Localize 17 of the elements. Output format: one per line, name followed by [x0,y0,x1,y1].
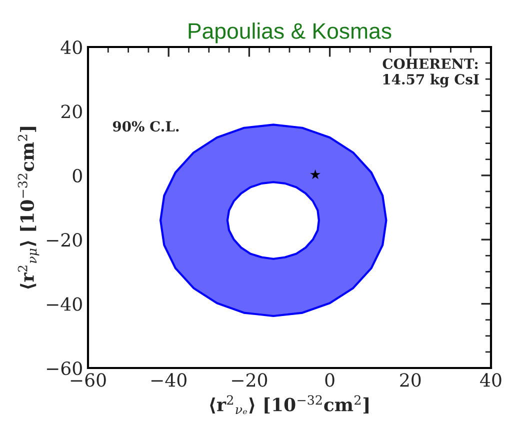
x-tick-label: −60 [70,373,106,387]
x-tick-label: 0 [325,373,334,387]
y-axis-title: ⟨r$^{2}$$_{νμ}$⟩ [10$^{−32}$cm$^{2}$] [18,126,40,289]
y-tick-label: 40 [60,40,82,54]
x-tick-label: 40 [480,373,502,387]
x-axis-title: ⟨r$^{2}$$_{νₑ}$⟩ [10$^{−32}$cm$^{2}$] [210,395,368,414]
chart-title: Papoulias & Kosmas [188,22,392,44]
y-tick-label: 20 [61,104,82,118]
y-tick-label: −60 [46,361,82,376]
annotation: 90% C.L. [112,121,179,132]
y-tick-label: 0 [72,168,82,183]
x-tick-label: −20 [232,373,268,387]
y-tick-label: −40 [46,297,82,311]
x-tick-label: 20 [400,373,421,387]
x-tick-label: −40 [151,373,186,387]
annotation: COHERENT: 14.57 kg CsI [382,58,479,88]
y-tick-label: −20 [46,233,82,247]
